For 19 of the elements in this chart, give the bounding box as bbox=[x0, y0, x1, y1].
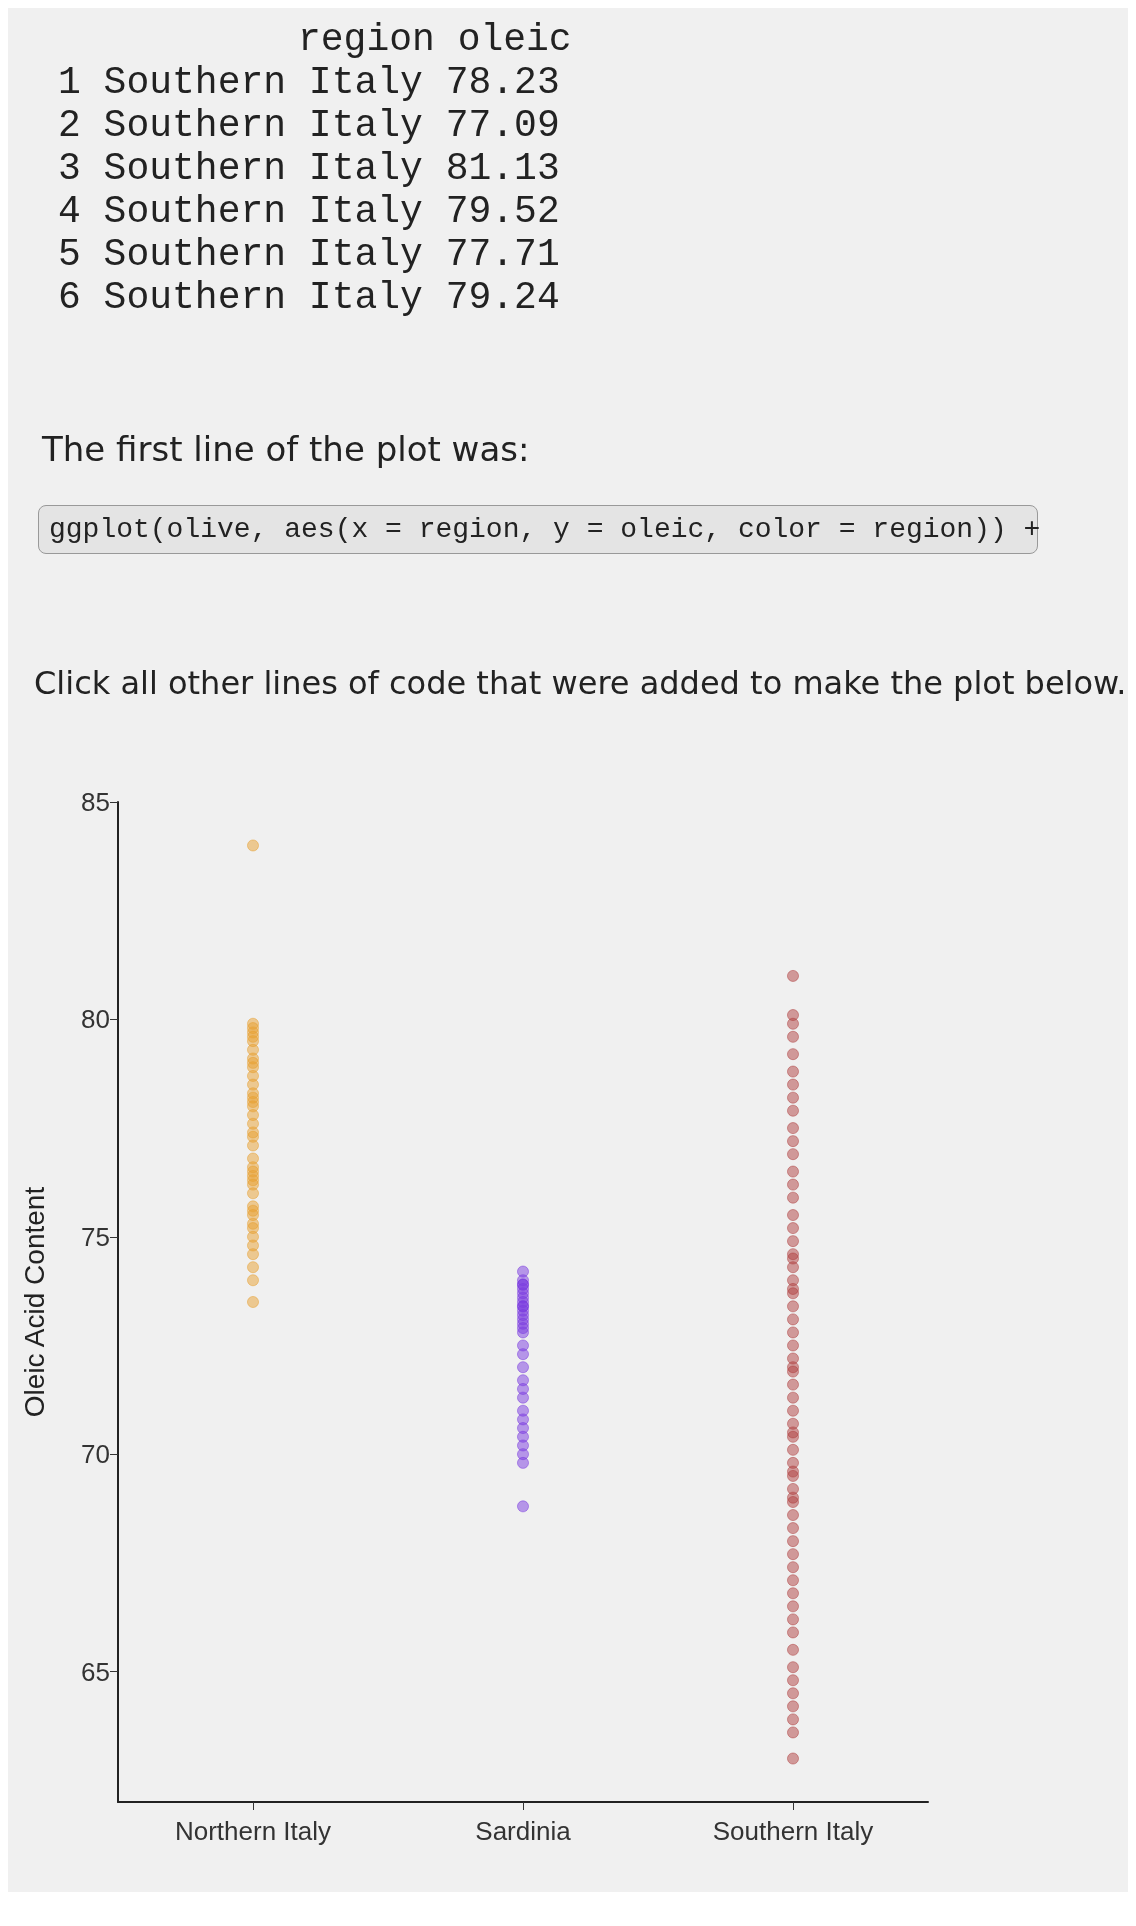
text: 6 Southern Italy 79.24 bbox=[58, 276, 561, 319]
x-tick-label: Northern Italy bbox=[174, 1816, 332, 1846]
y-tick-label: 65 bbox=[81, 1656, 110, 1687]
y-tick-label: 85 bbox=[81, 787, 110, 817]
text: region oleic bbox=[297, 18, 573, 61]
x-tick-label: Sardinia bbox=[475, 1816, 572, 1846]
text: Click all other lines of code that were added to make the plot below. bbox=[34, 664, 1128, 702]
text: The first line of the plot was: bbox=[42, 429, 531, 469]
text: 5 Southern Italy 77.71 bbox=[58, 233, 561, 276]
text: 1 Southern Italy 78.23 bbox=[58, 61, 561, 104]
x-tick-label: Southern Italy bbox=[712, 1816, 874, 1846]
text: ggplot(olive, aes(x = region, y = oleic, color = region)) + bbox=[38, 505, 1041, 554]
text: 4 Southern Italy 79.52 bbox=[58, 190, 561, 233]
text: 3 Southern Italy 81.13 bbox=[58, 147, 561, 190]
y-tick-label: 75 bbox=[81, 1221, 110, 1252]
y-tick-label: 70 bbox=[81, 1439, 110, 1470]
text: 2 Southern Italy 77.09 bbox=[58, 104, 561, 147]
y-tick-label: 80 bbox=[81, 1004, 110, 1035]
y-axis-title: Oleic Acid Content bbox=[18, 1186, 50, 1418]
